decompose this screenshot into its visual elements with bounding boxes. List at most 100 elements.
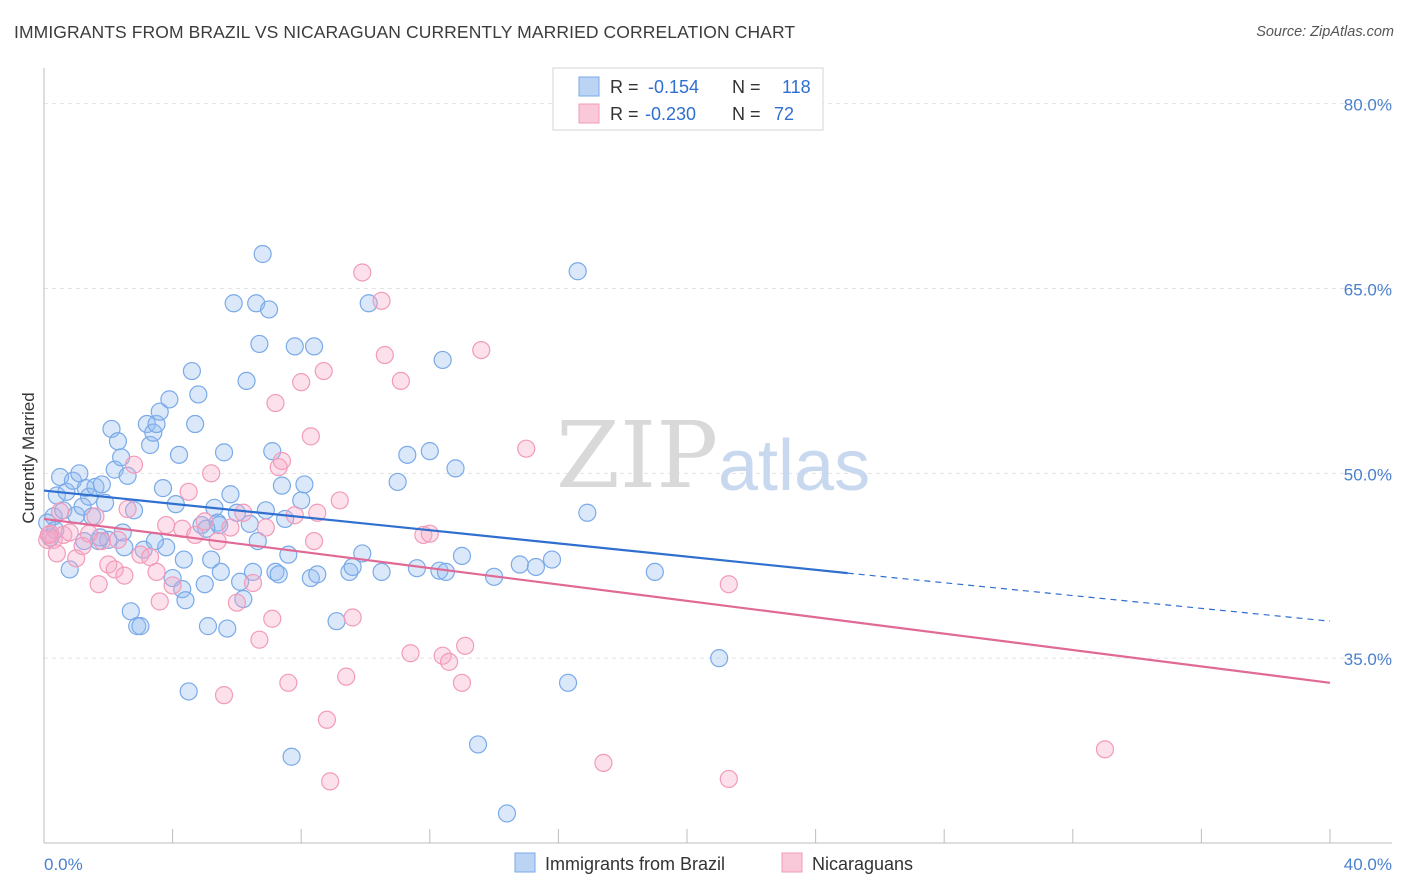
- axes: [43, 68, 1392, 844]
- brazil-point-79: [304, 337, 324, 356]
- brazil-point-64: [250, 334, 269, 354]
- brazil-point-60: [237, 371, 256, 391]
- brazil-point-71: [272, 476, 292, 495]
- brazil-point-5: [60, 560, 79, 579]
- nicaraguan-point-51: [330, 491, 349, 510]
- watermark-zip: ZIP: [556, 402, 718, 509]
- brazil-point-86: [372, 562, 391, 582]
- brazil-point-27: [131, 617, 150, 636]
- brazil-point-9: [73, 497, 92, 516]
- nicaraguan-point-16: [115, 566, 134, 585]
- stats-legend: R = -0.154 N = 118 R = -0.230 N = 72: [552, 67, 824, 131]
- legend-swatch-nicaraguans: [578, 103, 600, 124]
- brazil-point-84: [353, 544, 372, 563]
- nicaraguan-point-44: [292, 373, 311, 392]
- brazil-point-75: [285, 337, 304, 356]
- nicaraguan-point-52: [337, 667, 356, 686]
- y-tick-label-0: 80.0%: [1344, 96, 1392, 115]
- nicaraguan-point-57: [391, 371, 410, 391]
- brazil-point-90: [420, 442, 439, 461]
- nicaraguan-point-4: [50, 502, 70, 521]
- svg-text:R = -0.154 N =: R = -0.154 N = 118: [610, 77, 811, 97]
- nicaraguan-point-63: [452, 673, 472, 692]
- brazil-point-54: [218, 619, 237, 638]
- x-tick-label-right: 40.0%: [1344, 855, 1392, 874]
- nicaraguan-point-11: [89, 575, 108, 594]
- brazil-point-66: [256, 501, 275, 520]
- brazil-point-95: [452, 546, 472, 565]
- nicaraguan-point-31: [214, 686, 234, 705]
- brazil-point-45: [189, 385, 208, 404]
- brazil-point-39: [169, 445, 189, 464]
- legend-r-value-1: -0.154: [648, 77, 699, 97]
- nicaraguan-point-33: [227, 593, 246, 612]
- trend-line-brazil: [43, 489, 848, 575]
- legend-n-value-2: 72: [774, 104, 794, 124]
- brazil-point-20: [108, 432, 128, 451]
- brazil-point-15: [92, 475, 111, 494]
- brazil-point-69: [266, 562, 285, 582]
- brazil-point-68: [263, 442, 282, 461]
- series-1-points: [38, 263, 1115, 791]
- source-credit: Source: ZipAtlas.com: [1256, 24, 1394, 40]
- nicaraguan-point-64: [456, 636, 475, 655]
- nicaraguan-point-26: [179, 482, 198, 501]
- brazil-point-41: [176, 591, 195, 610]
- y-tick-label-1: 65.0%: [1344, 280, 1392, 299]
- data-points: [38, 244, 1115, 823]
- nicaraguan-point-12: [92, 531, 111, 551]
- nicaraguan-point-18: [124, 455, 144, 474]
- nicaraguan-point-48: [314, 361, 333, 381]
- brazil-point-116: [145, 531, 165, 551]
- brazil-point-94: [446, 459, 465, 478]
- brazil-point-36: [160, 390, 179, 409]
- y-axis-label: Currently Married: [19, 392, 38, 523]
- svg-text:R = -0.230 N =: R = -0.230 N = 72: [610, 104, 794, 124]
- brazil-point-65: [253, 244, 272, 264]
- nicaraguan-point-32: [221, 518, 240, 537]
- series-legend: Immigrants from Brazil Nicaraguans: [514, 852, 913, 874]
- nicaraguan-point-28: [195, 512, 214, 531]
- nicaraguan-point-47: [308, 503, 327, 522]
- legend-swatch-brazil: [578, 76, 600, 97]
- nicaraguan-point-65: [472, 340, 491, 360]
- legend-r-value-2: -0.230: [645, 104, 696, 124]
- nicaraguan-point-53: [343, 608, 362, 627]
- legend-r-label-2: R =: [610, 104, 639, 124]
- bottom-legend-swatch-nicaraguans: [781, 852, 803, 873]
- nicaraguan-point-21: [147, 562, 166, 582]
- brazil-point-47: [195, 575, 214, 594]
- nicaraguan-point-14: [105, 560, 124, 579]
- nicaraguan-point-17: [118, 499, 137, 519]
- brazil-point-102: [558, 673, 578, 692]
- nicaraguan-point-6: [60, 523, 79, 542]
- brazil-point-55: [221, 485, 240, 504]
- trend-lines: [43, 489, 1331, 684]
- brazil-point-115: [197, 519, 216, 538]
- brazil-point-81: [327, 612, 346, 631]
- y-tick-label-3: 35.0%: [1344, 650, 1392, 669]
- brazil-point-112: [174, 550, 193, 569]
- nicaraguan-point-70: [1095, 740, 1115, 759]
- bottom-legend-label-nicaraguans: Nicaraguans: [812, 854, 913, 874]
- brazil-point-22: [115, 538, 134, 557]
- nicaraguan-point-36: [250, 630, 269, 649]
- brazil-point-104: [578, 503, 597, 522]
- brazil-point-70: [269, 565, 288, 584]
- legend-n-label-2: N =: [732, 104, 761, 124]
- brazil-point-77: [295, 475, 314, 494]
- nicaraguan-point-68: [719, 575, 738, 594]
- nicaraguan-point-58: [401, 644, 420, 663]
- brazil-point-44: [186, 414, 205, 434]
- brazil-point-40: [173, 580, 192, 599]
- nicaraguan-point-42: [279, 673, 298, 692]
- watermark: ZIP atlas: [556, 402, 870, 509]
- nicaraguan-point-45: [301, 427, 320, 446]
- brazil-point-48: [198, 617, 218, 636]
- nicaraguan-point-69: [719, 769, 738, 789]
- nicaraguan-point-41: [272, 451, 292, 471]
- brazil-point-33: [150, 402, 169, 421]
- legend-r-label-1: R =: [610, 77, 639, 97]
- nicaraguan-point-35: [243, 573, 263, 593]
